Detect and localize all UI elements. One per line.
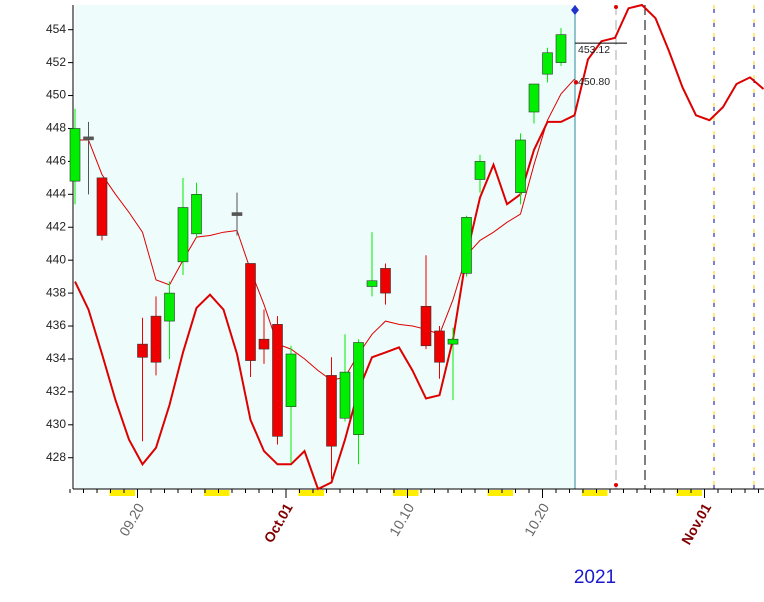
candle-body xyxy=(177,207,189,263)
x-tick-label: 09.20 xyxy=(116,500,147,539)
indicator-line xyxy=(74,3,764,491)
y-tick-label: 444 xyxy=(46,186,66,200)
candle-body xyxy=(137,343,148,358)
x-tick-label: Nov.01 xyxy=(678,500,714,547)
candle-body xyxy=(164,292,175,322)
history-background xyxy=(75,5,575,489)
x-tick-label: Oct.01 xyxy=(261,500,296,545)
indicator-line xyxy=(75,78,575,381)
candle-body xyxy=(434,330,445,363)
candle-body xyxy=(366,280,378,287)
candle-body xyxy=(528,83,540,113)
candle-body xyxy=(231,212,243,216)
candle-body xyxy=(69,128,81,182)
y-tick-label: 446 xyxy=(46,154,66,168)
weekend-block xyxy=(676,490,702,496)
y-tick-label: 434 xyxy=(46,351,66,365)
candle-body xyxy=(96,177,108,236)
year-label: 2021 xyxy=(574,567,616,588)
candle-body xyxy=(420,305,432,347)
weekend-block xyxy=(393,490,419,496)
y-tick-label: 440 xyxy=(46,252,66,266)
y-tick-label: 454 xyxy=(46,22,66,36)
x-tick-label: 10.20 xyxy=(521,500,552,539)
candle-body xyxy=(83,136,94,141)
cycle-marker xyxy=(614,483,618,487)
price-label: 450.80 xyxy=(578,76,610,88)
candle-body xyxy=(447,338,459,345)
candle-body xyxy=(285,353,297,407)
y-tick-label: 428 xyxy=(46,450,66,464)
weekend-block xyxy=(109,490,135,496)
weekend-block xyxy=(298,490,324,496)
price-label: 453.12 xyxy=(578,44,610,56)
y-tick-label: 452 xyxy=(46,55,66,69)
weekend-block xyxy=(582,490,608,496)
y-tick-label: 442 xyxy=(46,219,66,233)
candle-body xyxy=(555,34,567,63)
candle-body xyxy=(191,194,202,235)
candle-body xyxy=(272,324,283,437)
y-tick-label: 436 xyxy=(46,318,66,332)
y-tick-label: 432 xyxy=(46,384,66,398)
price-marker xyxy=(573,80,579,85)
candle-body xyxy=(245,263,256,361)
candle-body xyxy=(258,338,270,350)
cycle-marker xyxy=(614,5,618,9)
today-marker xyxy=(571,5,579,15)
candle-body xyxy=(353,342,364,435)
candle-body xyxy=(380,268,391,294)
candle-body xyxy=(515,139,526,193)
y-tick-label: 438 xyxy=(46,285,66,299)
candle-body xyxy=(542,52,553,75)
y-tick-label: 430 xyxy=(46,417,66,431)
candle-body xyxy=(474,161,486,180)
candle-body xyxy=(339,371,351,419)
x-tick-label: 10.10 xyxy=(386,500,417,539)
weekend-block xyxy=(487,490,513,496)
candle-body xyxy=(150,315,162,363)
candle-body xyxy=(461,217,472,274)
weekend-block xyxy=(204,490,230,496)
candle-body xyxy=(326,375,337,447)
y-tick-label: 450 xyxy=(46,88,66,102)
y-tick-label: 448 xyxy=(46,121,66,135)
